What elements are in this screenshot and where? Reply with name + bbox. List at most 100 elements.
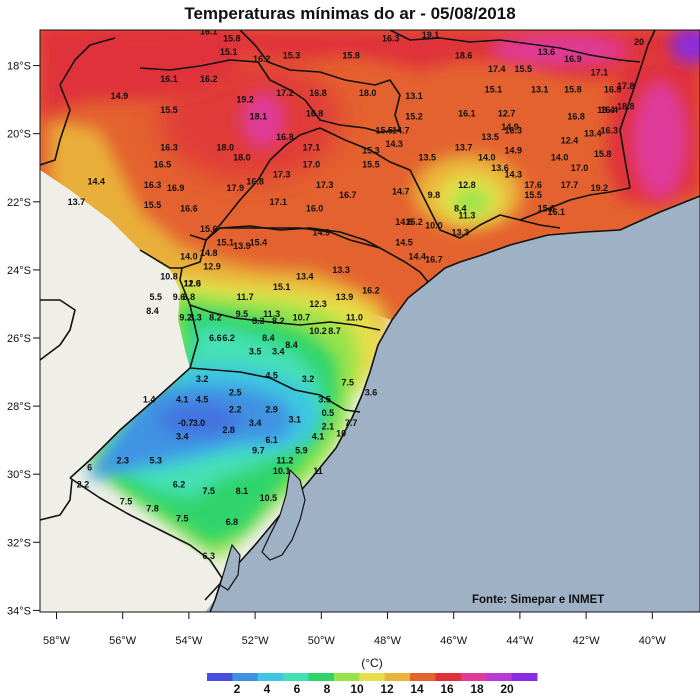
border-mg-ba [389,30,641,63]
x-tick-label: 52°W [242,635,270,647]
station-value: 12.8 [458,180,476,190]
station-value: 14.8 [395,217,413,227]
station-value: 16.3 [601,125,619,135]
station-value: 15.1 [273,282,291,292]
station-value: 14.7 [392,187,410,197]
x-tick-label: 50°W [308,635,336,647]
station-value: 15.5 [524,190,542,200]
station-value: 17.1 [303,142,321,152]
station-value: 11.3 [458,210,475,220]
station-value: 15.1 [217,238,235,248]
border-mg-sp [319,127,561,239]
station-value: 11.7 [237,292,254,302]
station-value: 16.3 [160,142,178,152]
colorbar: 2 4 6 8 10 12 14 16 18 20 [207,673,538,696]
station-value: 15.8 [564,84,582,94]
border-ms-sp [189,127,321,241]
region-above-20-northeast [490,34,630,66]
station-value: 15.6 [200,224,218,234]
station-value: 2.2 [77,479,90,489]
ocean-mask [195,196,700,612]
station-value: 8.3 [252,316,265,326]
station-value: 14.0 [478,153,496,163]
station-value: 17.1 [270,197,288,207]
station-value: 11.0 [184,279,201,289]
station-value: 8.4 [285,340,298,350]
x-tick-label: 54°W [175,635,203,647]
station-value: 3.4 [176,432,189,442]
station-value: 16.8 [604,84,622,94]
station-value: 9.6 [173,292,186,302]
station-value: 18.4 [597,105,615,115]
map-title: Temperaturas mínimas do ar - 05/08/2018 [184,4,516,23]
warm-core-northwest [40,30,240,120]
station-value: 7.5 [203,486,216,496]
station-value: 16.4 [601,105,619,115]
lagoa-dos-patos [261,468,306,561]
y-tick-label: 22°S [7,197,31,209]
station-value: -0.7 [178,418,194,428]
station-value: 3.5 [249,347,262,357]
station-value: 11.2 [276,456,293,466]
border-argentina-uruguay [40,479,73,521]
station-value: 3.2 [302,374,315,384]
colorbar-swatch [460,673,487,681]
station-value: 3.4 [272,347,285,357]
station-value: 16.7 [425,255,443,265]
station-value: 15.3 [283,50,301,60]
station-value: 14.9 [505,146,523,156]
x-axis: 58°W 56°W 54°W 52°W 50°W 48°W 46°W 44°W 42°W 40°W [43,612,666,647]
y-tick-label: 30°S [7,469,31,481]
station-value: 8.4 [146,306,159,316]
colorbar-swatch [410,673,436,681]
station-value: 17.0 [303,159,321,169]
station-value: 16.9 [564,54,582,64]
plot-frame [39,29,700,613]
region-purple-corner [670,30,700,63]
station-value: 15.1 [220,47,238,57]
station-value: 2.5 [229,387,242,397]
station-value: 13.7 [455,142,473,152]
x-tick-label: 58°W [43,635,71,647]
station-value: 12.9 [203,261,221,271]
station-value: 16.8 [276,132,294,142]
station-value: 6 [87,462,92,472]
station-value: 8.4 [262,333,275,343]
border-ms-west [40,37,116,166]
station-value: 16.8 [309,88,327,98]
station-value: 2.9 [265,405,278,415]
x-tick-label: 46°W [440,635,468,647]
border-sc-rs [189,367,361,413]
station-value: 9.8 [428,190,441,200]
station-value: 16.3 [144,180,162,190]
station-value: 7.7 [345,418,358,428]
station-value: 16.8 [246,176,264,186]
station-value: 13.6 [491,163,509,173]
station-value: 16.2 [200,74,218,84]
station-value: 16.2 [253,54,271,64]
station-value: 13.3 [452,227,470,237]
station-value: 10.2 [309,326,327,336]
colorbar-swatch [486,673,513,681]
station-value: 6.8 [183,292,196,302]
x-tick-label: 40°W [639,635,667,647]
border-argentina-paraguay [40,299,76,361]
station-value: 15.5 [375,125,393,135]
station-value: 15.5 [144,200,162,210]
y-tick-label: 24°S [7,265,31,277]
station-value: 7.8 [146,503,159,513]
cool-pocket-green [454,189,490,215]
station-value: 8.1 [236,486,249,496]
colorbar-swatch [283,673,310,681]
station-value: 17.7 [561,180,579,190]
station-value: 15.5 [514,64,532,74]
station-value: 16.7 [339,190,357,200]
station-value: 19.2 [591,183,609,193]
station-value: 13.1 [531,84,549,94]
station-value: 13.6 [538,47,556,57]
station-value: 8.4 [454,204,467,214]
station-value: 17.3 [316,180,334,190]
station-value: 13.4 [296,272,314,282]
station-value: 4.5 [265,370,278,380]
station-value: 7.5 [342,377,355,387]
